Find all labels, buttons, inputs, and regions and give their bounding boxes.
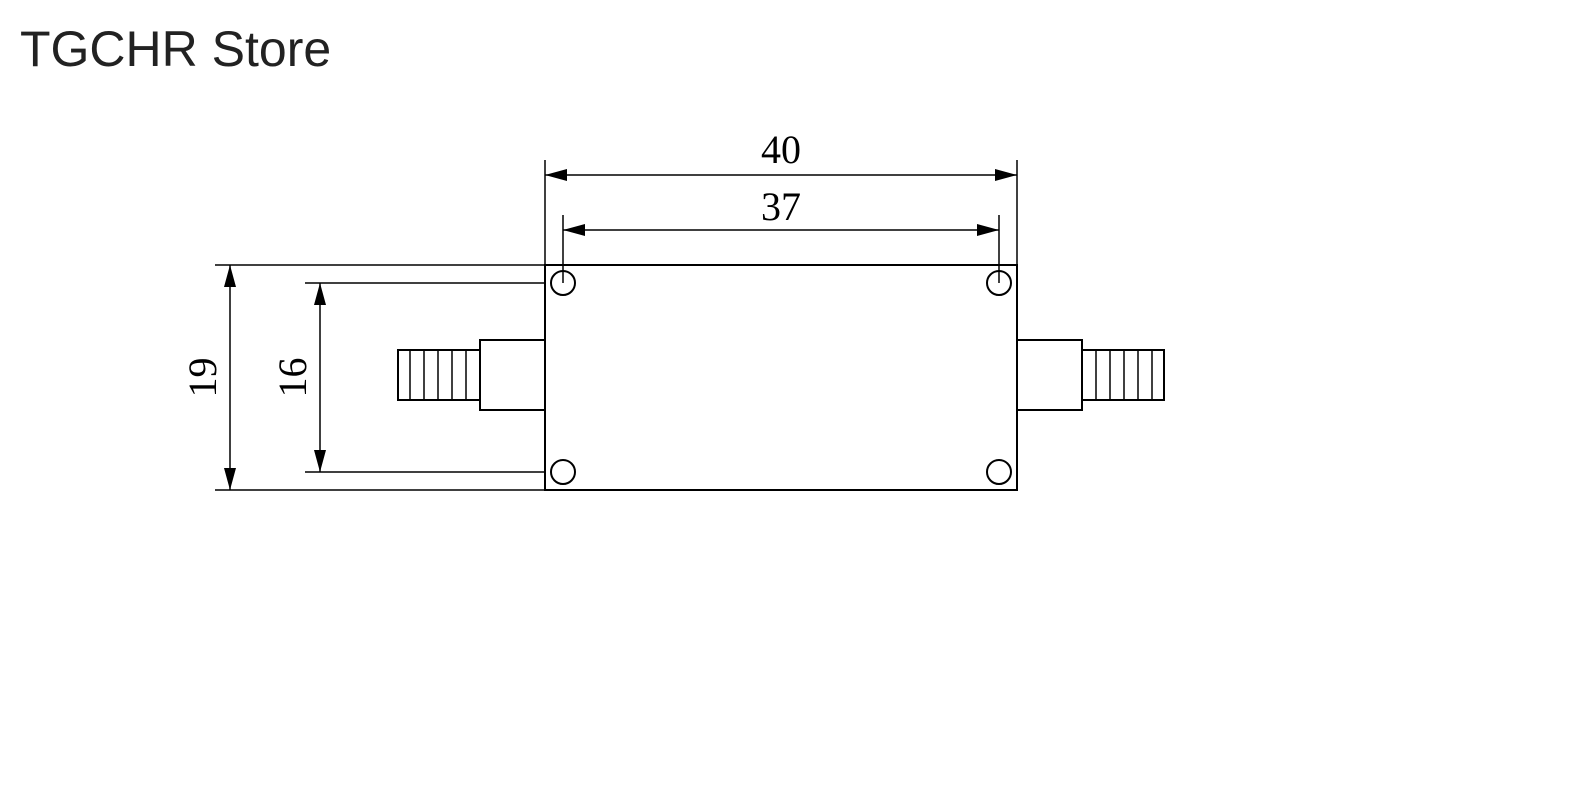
arrowhead-icon [563,224,585,236]
mounting-holes [551,271,1011,484]
dimension-lines [215,160,1017,490]
arrowhead-icon [545,169,567,181]
right-connector [1017,340,1164,410]
arrowhead-icon [977,224,999,236]
arrowhead-icon [314,450,326,472]
left-connector [398,340,545,410]
dim-label: 37 [761,184,801,229]
dim-label: 19 [180,358,225,398]
dim-label: 40 [761,127,801,172]
hole [987,460,1011,484]
arrowhead-icon [314,283,326,305]
dimension-texts: 40 37 19 16 [180,127,801,398]
arrowhead-icon [995,169,1017,181]
hole [551,460,575,484]
dim-label: 16 [270,358,315,398]
body-outline [545,265,1017,490]
arrowhead-icon [224,265,236,287]
arrowhead-icon [224,468,236,490]
technical-drawing: 40 37 19 16 [0,0,1583,800]
